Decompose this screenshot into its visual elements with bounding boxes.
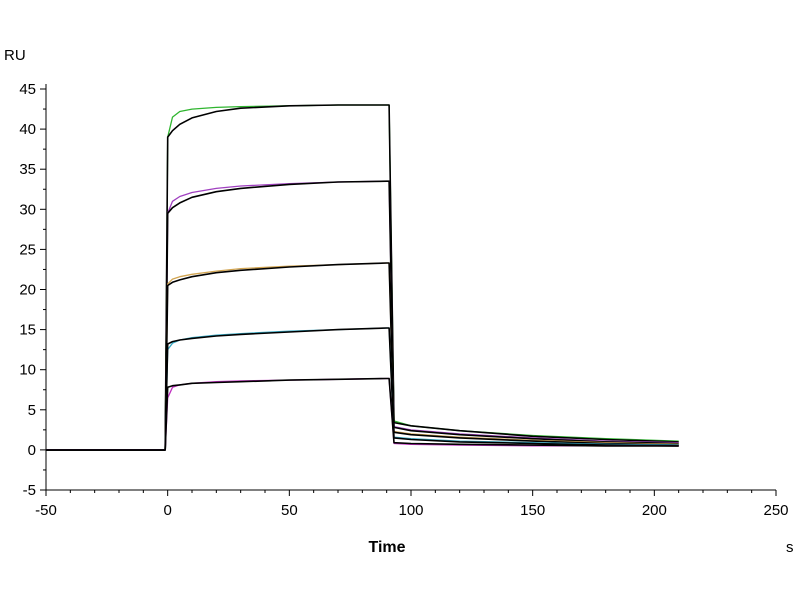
x-tick-label: 100: [398, 502, 423, 519]
y-tick-label: 30: [19, 201, 36, 218]
y-tick-label: 45: [19, 81, 36, 98]
y-tick-label: -5: [23, 482, 36, 499]
series-line-fit-4: [46, 327, 679, 451]
y-tick-label: 0: [28, 442, 36, 459]
y-tick-label: 35: [19, 161, 36, 178]
x-tick-label: 0: [163, 502, 171, 519]
y-tick-label: 20: [19, 282, 36, 299]
x-axis-unit: s: [786, 539, 794, 556]
series-line-fit-3: [46, 262, 679, 451]
series-line-fit-2: [46, 180, 679, 451]
x-tick-label: 150: [520, 502, 545, 519]
y-tick-label: 25: [19, 241, 36, 258]
x-axis-label: Time: [368, 539, 405, 556]
series-line-measured-4: [46, 327, 679, 451]
series-line-fit-5: [46, 377, 679, 451]
y-axis-label: RU: [4, 47, 26, 64]
series-line-measured-2: [46, 180, 679, 451]
series-line-measured-3: [46, 262, 679, 451]
x-tick-label: 250: [763, 502, 788, 519]
y-tick-label: 15: [19, 322, 36, 339]
series-line-fit-1: [46, 104, 679, 451]
x-tick-label: -50: [35, 502, 57, 519]
series-group: [46, 104, 679, 451]
y-tick-label: 5: [28, 402, 36, 419]
y-tick-label: 10: [19, 362, 36, 379]
series-line-measured-1: [46, 104, 679, 451]
x-tick-label: 50: [281, 502, 298, 519]
x-tick-label: 200: [642, 502, 667, 519]
y-tick-label: 40: [19, 121, 36, 138]
